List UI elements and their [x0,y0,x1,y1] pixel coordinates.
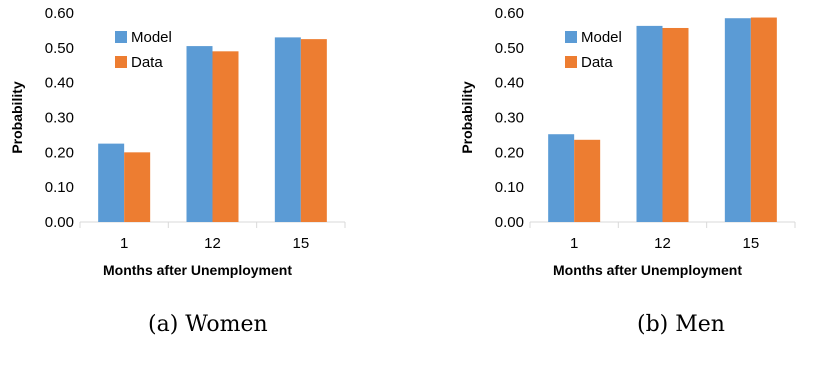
x-tick-label: 15 [292,235,309,252]
chart-men: 0.00 0.10 0.20 0.30 0.40 0.50 0.60 Probability 1… [459,5,796,278]
bar-model-12 [636,25,663,222]
x-tick-label: 12 [654,235,671,252]
y-tick-label: 0.10 [45,179,74,196]
x-axis-title: Months after Unemployment [103,262,292,278]
y-tick-label: 0.00 [495,214,524,231]
bar-data-12 [212,51,239,222]
x-tick-label: 1 [120,235,128,252]
y-tick-label: 0.30 [495,110,524,127]
y-tick-label: 0.50 [45,40,74,57]
legend-swatch-model [565,31,577,43]
legend-label-data: Data [131,54,163,71]
legend-swatch-data [115,56,127,68]
y-tick-label: 0.60 [495,5,524,22]
x-tick-label: 1 [570,235,578,252]
legend-label-model: Model [131,29,172,46]
y-tick-label: 0.10 [495,179,524,196]
bar-data-1 [124,152,151,222]
legend-label-data: Data [581,54,613,71]
bar-data-15 [750,17,777,222]
y-tick-label: 0.50 [495,40,524,57]
legend-swatch-model [115,31,127,43]
bar-data-15 [300,39,327,222]
chart-women: 0.00 0.10 0.20 0.30 0.40 0.50 0.60 Probability 1… [9,5,346,278]
bar-model-12 [186,46,213,222]
bar-model-1 [548,134,575,222]
bar-model-15 [724,18,751,222]
y-tick-label: 0.20 [495,144,524,161]
bar-data-1 [574,139,601,222]
y-tick-label: 0.60 [45,5,74,22]
y-tick-label: 0.20 [45,144,74,161]
caption-women: (a) Women [148,312,268,337]
bar-model-15 [274,37,301,223]
y-tick-label: 0.30 [45,110,74,127]
y-tick-label: 0.00 [45,214,74,231]
y-tick-label: 0.40 [495,75,524,92]
bar-model-1 [98,143,125,222]
y-tick-label: 0.40 [45,75,74,92]
x-tick-label: 15 [742,235,759,252]
bar-data-12 [662,27,689,222]
caption-men: (b) Men [637,312,725,337]
x-tick-label: 12 [204,235,221,252]
y-axis-title: Probability [9,81,25,154]
y-axis-title: Probability [459,81,475,154]
legend-label-model: Model [581,29,622,46]
x-axis-title: Months after Unemployment [553,262,742,278]
legend-swatch-data [565,56,577,68]
